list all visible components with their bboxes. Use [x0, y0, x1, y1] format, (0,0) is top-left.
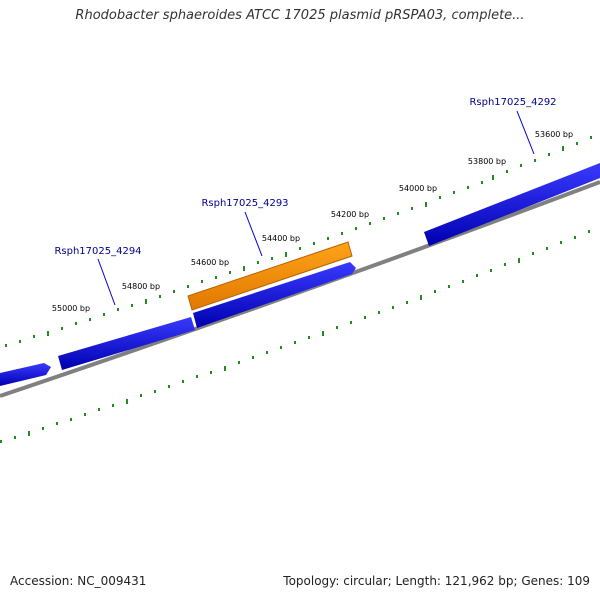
scale-label: 55000 bp — [52, 304, 90, 313]
gene-block[interactable] — [58, 317, 195, 370]
gene-arrow[interactable] — [193, 262, 356, 328]
inner-tick-ring — [0, 230, 590, 443]
scale-label: 53800 bp — [468, 157, 506, 166]
outer-tick-ring — [5, 136, 592, 347]
scale-label: 53600 bp — [535, 130, 573, 139]
scale-label: 54800 bp — [122, 282, 160, 291]
gene-label-connector — [244, 211, 263, 257]
gene-label[interactable]: Rsph17025_4292 — [469, 97, 556, 108]
gene-block[interactable] — [424, 163, 600, 246]
gene-label[interactable]: Rsph17025_4293 — [201, 198, 288, 209]
gene-label-connector — [516, 110, 535, 155]
accession-text: Accession: NC_009431 — [10, 574, 147, 588]
scale-label: 54200 bp — [331, 210, 369, 219]
gene-arrow[interactable] — [0, 363, 51, 386]
map-title: Rhodobacter sphaeroides ATCC 17025 plasm… — [75, 8, 525, 23]
scale-label: 54400 bp — [262, 234, 300, 243]
gene-label[interactable]: Rsph17025_4294 — [54, 246, 141, 257]
gene-block-rsph17025-4293[interactable] — [187, 241, 353, 311]
scale-label: 54000 bp — [399, 184, 437, 193]
scale-label: 54600 bp — [191, 258, 229, 267]
genome-stats-text: Topology: circular; Length: 121,962 bp; … — [283, 574, 590, 588]
gene-label-connector — [97, 258, 116, 306]
